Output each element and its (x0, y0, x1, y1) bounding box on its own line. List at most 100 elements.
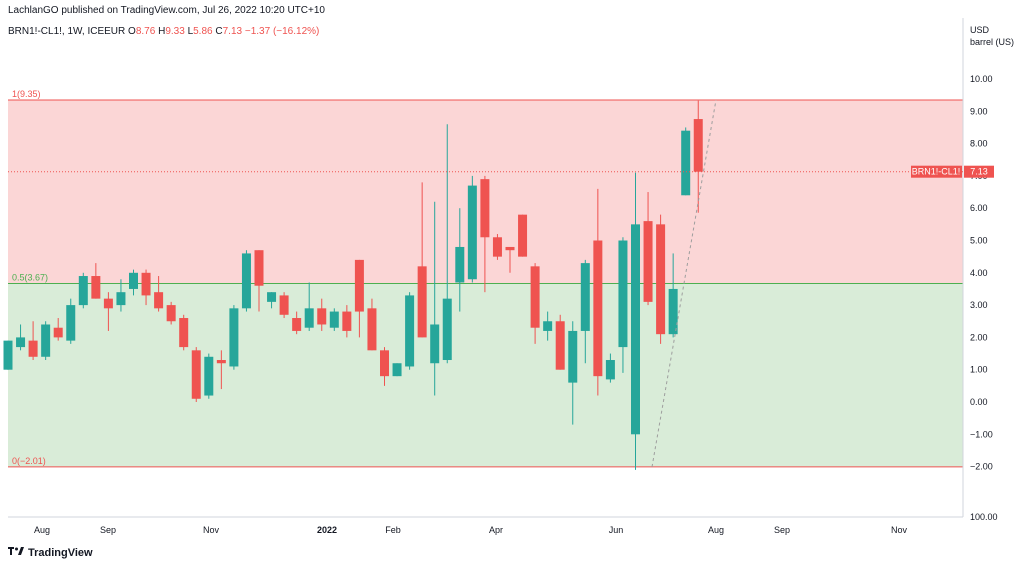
candle-body[interactable] (329, 311, 339, 328)
y-tick-label: −2.00 (970, 462, 993, 472)
candle-body[interactable] (3, 340, 13, 370)
candle-body[interactable] (154, 292, 164, 309)
x-tick-label: Nov (891, 525, 908, 535)
candle-body[interactable] (78, 276, 88, 306)
candle-body[interactable] (191, 350, 201, 399)
publish-header: LachlanGO published on TradingView.com, … (8, 5, 325, 16)
candle-body[interactable] (16, 337, 26, 348)
candle-body[interactable] (116, 292, 126, 306)
candle-body[interactable] (405, 295, 415, 367)
candle-body[interactable] (91, 276, 101, 299)
tradingview-footer: TradingView (8, 546, 93, 559)
open-value: 8.76 (135, 26, 156, 37)
candle-body[interactable] (480, 179, 490, 238)
candle-body[interactable] (304, 308, 314, 328)
candle-body[interactable] (41, 324, 51, 357)
last-price-value: 7.13 (970, 167, 988, 177)
candle-body[interactable] (467, 185, 477, 280)
candle-body[interactable] (141, 272, 151, 296)
y-tick-label: −1.00 (970, 429, 993, 439)
high-value: 9.33 (165, 26, 185, 37)
candle-body[interactable] (543, 321, 553, 331)
candle-body[interactable] (392, 363, 402, 377)
y-tick-label: 10.00 (970, 74, 993, 84)
candle-body[interactable] (279, 295, 289, 315)
x-tick-label: Jun (609, 525, 624, 535)
fib-trend-line (651, 99, 717, 468)
candle-body[interactable] (317, 308, 327, 325)
candle-body[interactable] (530, 266, 540, 328)
units-currency: USD (970, 25, 990, 35)
x-tick-label: Sep (100, 525, 116, 535)
candle-body[interactable] (179, 318, 189, 348)
last-price-value-bg (964, 165, 994, 178)
change-value: −1.37 (−16.12%) (244, 26, 320, 37)
y-tick-label: 8.00 (970, 139, 988, 149)
last-price-tag: BRN1!-CL1! (912, 167, 961, 177)
low-value: 5.86 (193, 26, 213, 37)
candle-body[interactable] (442, 298, 452, 361)
candle-body[interactable] (28, 340, 38, 357)
publish-text: LachlanGO published on TradingView.com, … (8, 5, 325, 16)
candle-body[interactable] (681, 130, 691, 196)
candle-body[interactable] (129, 272, 138, 289)
candle-body[interactable] (643, 221, 653, 302)
candle-body[interactable] (254, 250, 264, 286)
candle-body[interactable] (555, 321, 565, 370)
candle-body[interactable] (241, 253, 251, 309)
open-label: O (128, 26, 136, 37)
candle-body[interactable] (668, 288, 678, 335)
candle-body[interactable] (229, 308, 239, 367)
y-tick-label: 4.00 (970, 268, 988, 278)
x-tick-label: Sep (774, 525, 790, 535)
y-tick-label: 100.00 (970, 512, 998, 522)
candle-body[interactable] (354, 259, 364, 312)
y-tick-label: 2.00 (970, 332, 988, 342)
candle-body[interactable] (505, 246, 515, 251)
candle-body[interactable] (292, 318, 302, 331)
symbol-name: BRN1!-CL1!, 1W, ICEEUR (8, 26, 126, 37)
candle-body[interactable] (631, 224, 640, 435)
candle-body[interactable] (216, 360, 226, 364)
candle-body[interactable] (267, 292, 277, 302)
x-tick-label: Apr (489, 525, 503, 535)
candle-body[interactable] (656, 224, 666, 335)
fib-label: 1(9.35) (12, 89, 41, 99)
low-label: L (187, 26, 194, 37)
candle-body[interactable] (367, 308, 377, 351)
y-tick-label: 5.00 (970, 236, 988, 246)
tradingview-brand: TradingView (28, 546, 93, 559)
y-tick-label: 6.00 (970, 203, 988, 213)
candle-body[interactable] (103, 298, 113, 309)
price-units: USD barrel (US) (970, 24, 1014, 48)
close-value: 7.13 (222, 26, 243, 37)
x-tick-label: Aug (34, 525, 50, 535)
candle-body[interactable] (580, 263, 590, 331)
candle-body[interactable] (455, 246, 465, 283)
candle-body[interactable] (568, 330, 578, 383)
y-tick-label: 1.00 (970, 365, 988, 375)
candle-body[interactable] (618, 240, 628, 348)
candle-body[interactable] (166, 305, 176, 322)
candle-body[interactable] (53, 327, 63, 338)
lower-fib-zone (8, 283, 963, 467)
candle-body[interactable] (417, 266, 427, 338)
candle-body[interactable] (693, 119, 703, 172)
candle-body[interactable] (342, 311, 352, 331)
fib-label: 0.5(3.67) (12, 272, 48, 282)
candle-body[interactable] (593, 240, 603, 377)
x-tick-label: Aug (708, 525, 724, 535)
close-label: C (215, 26, 223, 37)
candle-body[interactable] (66, 305, 76, 341)
candle-body[interactable] (430, 324, 440, 364)
symbol-legend: BRN1!-CL1!, 1W, ICEEUR O8.76 H9.33 L5.86… (8, 26, 319, 37)
candle-body[interactable] (492, 237, 502, 257)
candle-body[interactable] (518, 214, 528, 257)
last-price-tag-bg (911, 165, 962, 178)
candle-body[interactable] (204, 356, 214, 396)
candle-body[interactable] (380, 350, 389, 377)
x-tick-label: Nov (203, 525, 220, 535)
candle-body[interactable] (605, 360, 615, 380)
x-tick-label: 2022 (317, 525, 337, 535)
